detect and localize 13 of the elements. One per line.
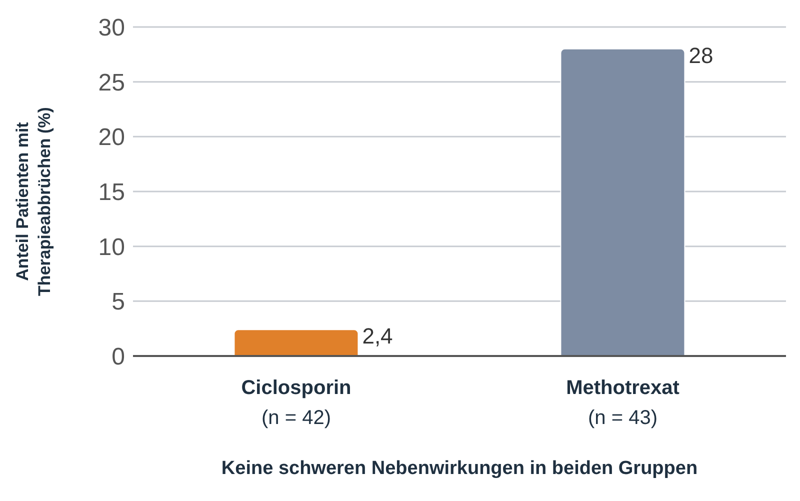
y-tick-label: 15	[98, 179, 125, 206]
y-tick-label: 30	[98, 14, 125, 42]
y-axis-title: Anteil Patienten mit Therapieabbrüchen (%)	[13, 107, 54, 296]
x-axis-title: Keine schweren Nebenwirkungen in beiden Gruppen	[221, 458, 698, 479]
y-tick-label: 0	[112, 344, 125, 371]
x-tick-label: Ciclosporin (n = 42)	[241, 377, 352, 429]
y-tick-label: 5	[112, 288, 125, 316]
y-tick-label: 20	[98, 124, 125, 152]
data-label: 28	[688, 42, 714, 68]
x-tick-label: Methotrexat (n = 43)	[566, 377, 680, 429]
data-label: 2,4	[362, 324, 393, 349]
y-tick-label: 10	[98, 234, 125, 261]
y-tick-label: 25	[98, 69, 125, 96]
